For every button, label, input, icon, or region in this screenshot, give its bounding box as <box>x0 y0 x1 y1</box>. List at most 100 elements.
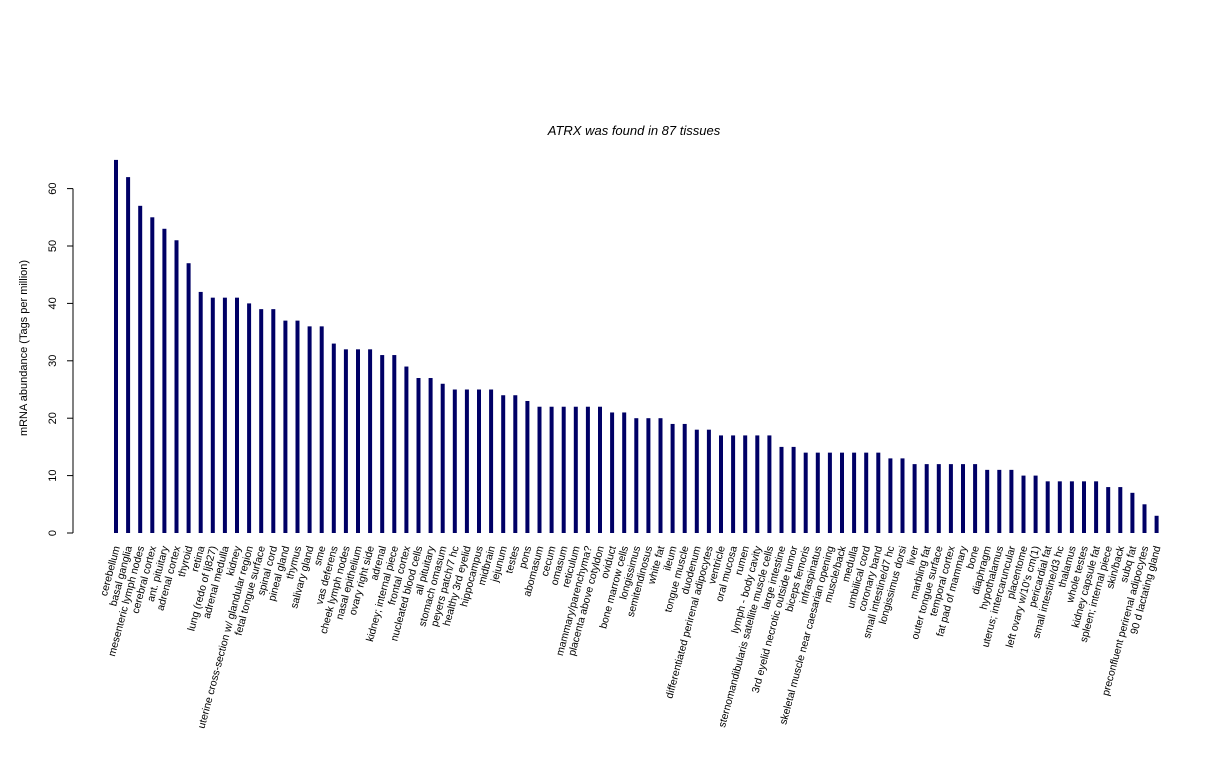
bar <box>634 418 639 533</box>
bar <box>404 366 409 533</box>
bar <box>706 429 711 533</box>
bar <box>392 355 397 533</box>
bar <box>368 349 373 533</box>
bar <box>1009 469 1014 533</box>
bar <box>561 406 566 533</box>
bar <box>719 435 723 533</box>
bar <box>162 228 167 533</box>
bar <box>440 383 445 533</box>
bar <box>331 343 336 533</box>
bar <box>852 452 857 533</box>
bar <box>452 389 457 533</box>
bars-group <box>114 159 1159 534</box>
bar <box>271 309 276 533</box>
bar <box>1033 475 1038 533</box>
bar <box>416 378 421 533</box>
bar <box>973 464 978 533</box>
bar <box>646 418 651 533</box>
bar <box>1057 481 1062 533</box>
bar <box>343 349 348 533</box>
bar <box>1142 504 1147 533</box>
bar <box>525 400 530 533</box>
bar <box>598 406 602 533</box>
bar <box>489 389 494 533</box>
bar <box>210 297 215 533</box>
bar <box>682 423 687 533</box>
bar <box>501 395 506 533</box>
bar <box>1130 492 1135 533</box>
y-tick-label: 30 <box>47 355 59 367</box>
bar <box>174 240 179 533</box>
bar <box>1154 515 1159 533</box>
bar <box>356 349 360 533</box>
bar <box>1106 487 1111 533</box>
y-axis: 0 10 20 30 40 50 60 <box>47 182 74 536</box>
bar <box>259 309 264 533</box>
bar <box>791 446 796 533</box>
x-category-label: pons <box>517 545 534 570</box>
bar <box>319 326 324 533</box>
bar <box>900 458 905 533</box>
bar <box>694 429 699 533</box>
bar <box>235 297 239 533</box>
bar <box>222 297 227 533</box>
bar <box>283 320 288 533</box>
bar <box>658 418 663 533</box>
y-tick-label: 40 <box>47 297 59 309</box>
bar <box>464 389 469 533</box>
y-tick-label: 0 <box>47 530 59 536</box>
bar <box>815 452 820 533</box>
bar <box>1118 487 1123 533</box>
bar <box>864 452 869 533</box>
bar <box>1069 481 1074 533</box>
bar <box>924 464 929 533</box>
bar <box>138 205 143 533</box>
bar <box>731 435 736 533</box>
y-tick-label: 10 <box>47 469 59 481</box>
bar <box>1094 481 1099 533</box>
bar <box>1021 475 1026 533</box>
x-category-label: sme <box>312 545 329 567</box>
bar <box>150 217 155 534</box>
bar <box>247 303 252 533</box>
bar <box>126 177 131 533</box>
bar <box>585 406 590 533</box>
bar <box>827 452 832 533</box>
x-category-label: bone <box>964 545 982 571</box>
bar <box>961 464 965 533</box>
y-tick-label: 50 <box>47 240 59 252</box>
bar <box>997 469 1002 533</box>
y-axis-label: mRNA abundance (Tags per million) <box>18 260 30 436</box>
bar <box>1045 481 1050 533</box>
bar <box>912 464 917 533</box>
bar <box>477 389 481 533</box>
bar <box>307 326 312 533</box>
x-category-label: liver <box>905 544 922 566</box>
bar <box>936 464 941 533</box>
bar <box>610 412 615 533</box>
bar <box>876 452 881 533</box>
bar <box>803 452 808 533</box>
bar <box>622 412 627 533</box>
bar <box>380 355 385 533</box>
bar <box>198 291 203 533</box>
bar <box>755 435 760 533</box>
chart-title: ATRX was found in 87 tissues <box>547 123 721 138</box>
bar <box>670 423 675 533</box>
bar <box>743 435 748 533</box>
bar <box>840 452 844 533</box>
y-tick-label: 60 <box>47 182 59 194</box>
bar <box>779 446 784 533</box>
bar <box>767 435 772 533</box>
bar <box>537 406 542 533</box>
bar <box>428 378 433 533</box>
bar <box>948 464 953 533</box>
bar <box>186 263 191 533</box>
bar <box>114 159 118 533</box>
bar <box>295 320 300 533</box>
bar <box>573 406 578 533</box>
bar <box>549 406 554 533</box>
